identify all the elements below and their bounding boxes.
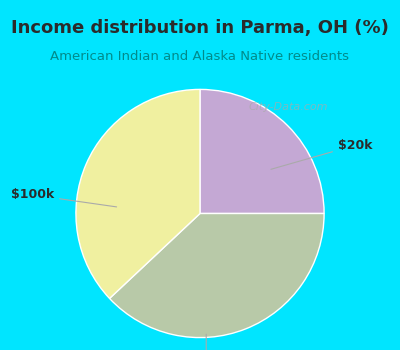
Text: $100k: $100k: [11, 188, 116, 207]
Text: City-Data.com: City-Data.com: [248, 102, 328, 112]
Text: Income distribution in Parma, OH (%): Income distribution in Parma, OH (%): [11, 19, 389, 37]
Text: $150k: $150k: [184, 334, 228, 350]
Wedge shape: [110, 214, 324, 338]
Wedge shape: [76, 89, 200, 299]
Text: American Indian and Alaska Native residents: American Indian and Alaska Native reside…: [50, 49, 350, 63]
Wedge shape: [200, 89, 324, 214]
Text: $20k: $20k: [271, 139, 372, 169]
